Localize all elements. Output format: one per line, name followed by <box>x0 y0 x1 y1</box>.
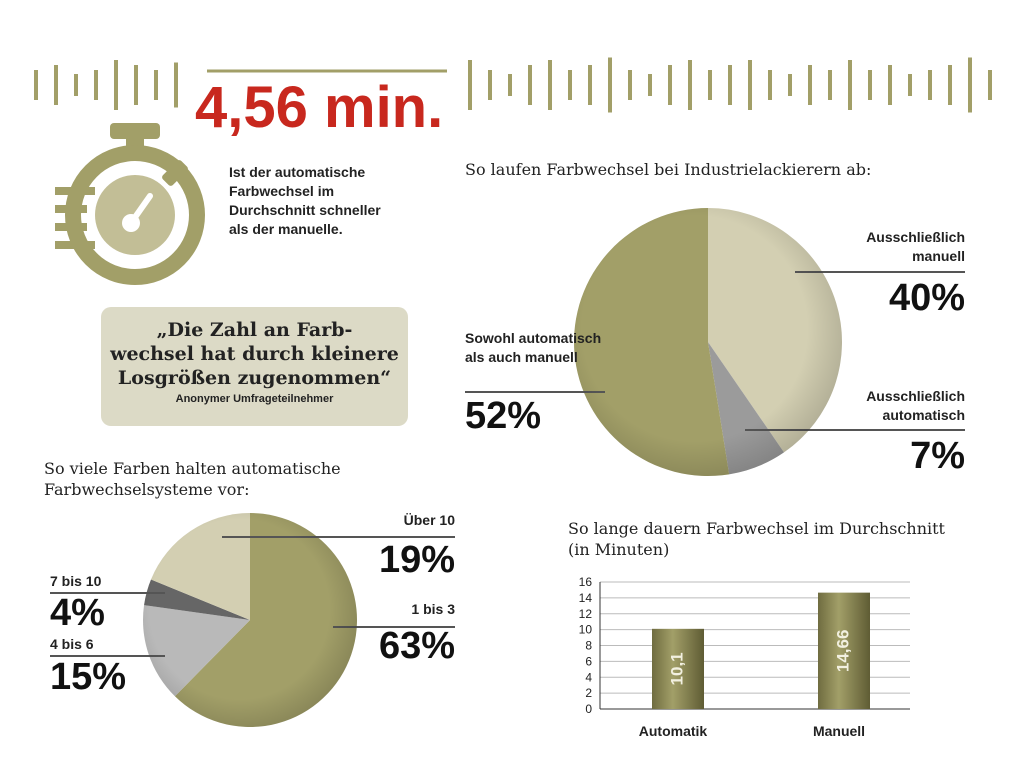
slice-label: Ausschließlich automatisch <box>866 388 965 423</box>
chart-title: So viele Farben halten automatische Farb… <box>44 459 341 499</box>
slice-value-label: 4% <box>50 592 105 634</box>
y-tick-label: 0 <box>585 702 592 716</box>
slice-label: 4 bis 6 <box>50 636 94 652</box>
chart-title: So lange dauern Farbwechsel im Durchschn… <box>568 519 945 559</box>
y-tick-label: 10 <box>579 623 593 637</box>
slice-value-label: 40% <box>888 277 965 319</box>
slice-value-label: 15% <box>50 656 127 698</box>
x-tick-label: Automatik <box>639 723 708 739</box>
slice-value-label: 52% <box>465 395 542 437</box>
x-tick-label: Manuell <box>813 723 865 739</box>
slice-label: Ausschließlich manuell <box>866 229 965 264</box>
stopwatch-icon <box>55 123 205 285</box>
bar <box>652 628 704 709</box>
quote-line: Losgrößen zugenommen“ <box>117 367 392 389</box>
y-tick-label: 16 <box>579 575 593 589</box>
quote-source: Anonymer Umfrageteilnehmer <box>175 393 334 405</box>
slice-value-label: 7% <box>910 435 965 477</box>
bar-value-label: 10,1 <box>667 652 686 685</box>
headline-text: Ist der automatische Farbwechsel im Durc… <box>229 164 381 237</box>
slice-label: Sowohl automatisch als auch manuell <box>465 330 602 365</box>
slice-label: Über 10 <box>403 512 455 528</box>
slice-value-label: 19% <box>378 539 455 581</box>
bar-value-label: 14,66 <box>833 630 852 673</box>
slice-value-label: 63% <box>378 625 455 667</box>
quote: „Die Zahl an Farb- wechsel hat durch kle… <box>101 318 408 408</box>
bar <box>818 592 870 709</box>
headline: 4,56 min. <box>195 75 444 140</box>
y-tick-label: 6 <box>585 654 592 668</box>
quote-line: wechsel hat durch kleinere <box>110 343 399 365</box>
y-tick-label: 12 <box>579 607 593 621</box>
chart-title: So laufen Farbwechsel bei Industrielacki… <box>465 160 872 179</box>
y-tick-label: 4 <box>585 670 592 684</box>
quote-box <box>101 307 408 426</box>
y-tick-label: 8 <box>585 639 592 653</box>
y-tick-label: 14 <box>579 591 593 605</box>
slice-label: 1 bis 3 <box>411 601 455 617</box>
y-tick-label: 2 <box>585 686 592 700</box>
slice-label: 7 bis 10 <box>50 573 102 589</box>
quote-line: „Die Zahl an Farb- <box>156 319 353 341</box>
